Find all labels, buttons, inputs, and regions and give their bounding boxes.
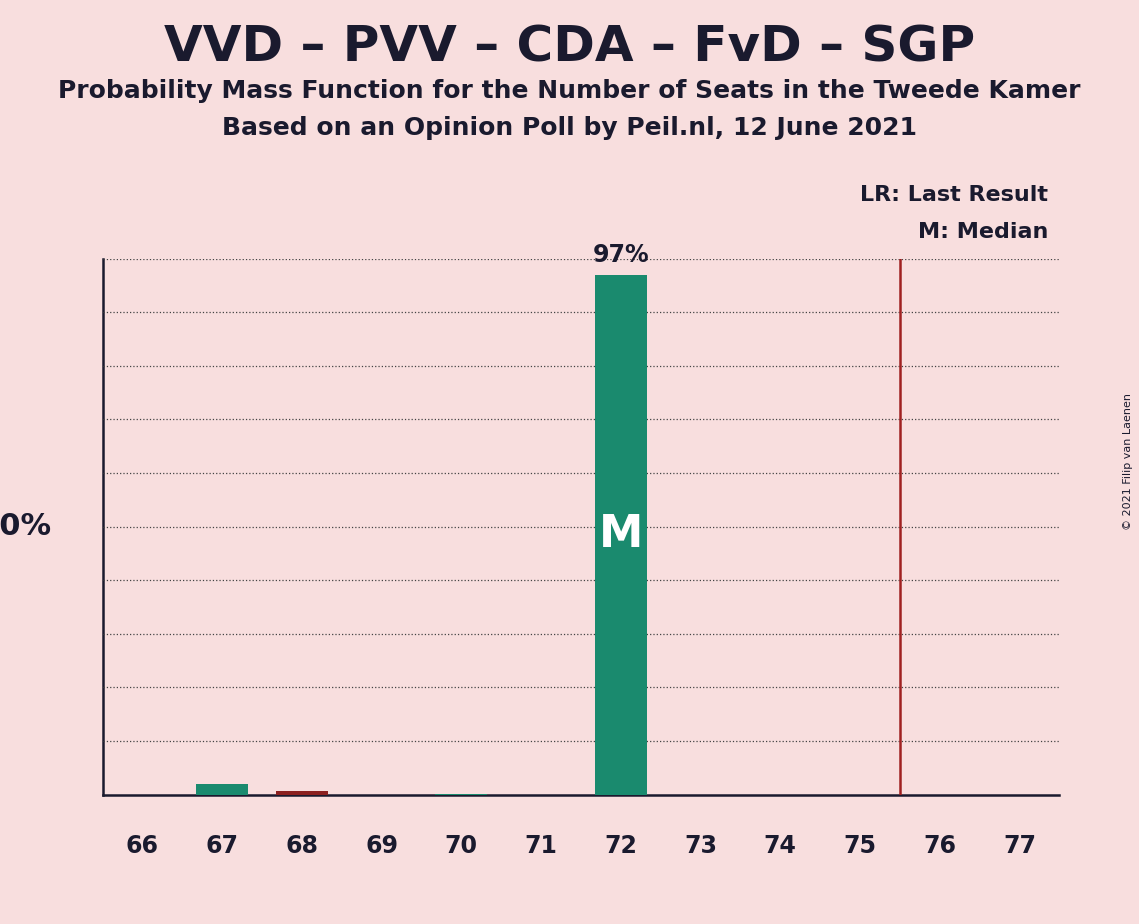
Text: M: M	[599, 513, 642, 556]
Bar	[196, 784, 248, 795]
Text: Probability Mass Function for the Number of Seats in the Tweede Kamer: Probability Mass Function for the Number…	[58, 79, 1081, 103]
Text: 97%: 97%	[592, 243, 649, 267]
Text: 50%: 50%	[0, 512, 51, 541]
Text: LR: Last Result: LR: Last Result	[860, 185, 1048, 205]
Bar	[276, 791, 328, 795]
Text: © 2021 Filip van Laenen: © 2021 Filip van Laenen	[1123, 394, 1133, 530]
Bar	[595, 274, 647, 795]
Text: VVD – PVV – CDA – FvD – SGP: VVD – PVV – CDA – FvD – SGP	[164, 23, 975, 71]
Text: M: Median: M: Median	[918, 222, 1048, 242]
Text: Based on an Opinion Poll by Peil.nl, 12 June 2021: Based on an Opinion Poll by Peil.nl, 12 …	[222, 116, 917, 140]
